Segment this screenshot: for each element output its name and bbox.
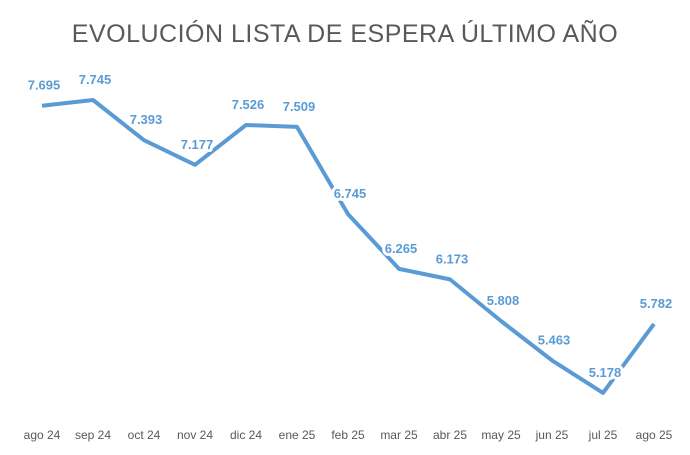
data-label: 6.265 (385, 241, 418, 256)
data-label: 5.178 (589, 365, 622, 380)
data-label: 7.745 (79, 72, 112, 87)
x-tick-label: dic 24 (230, 428, 262, 442)
x-tick-label: nov 24 (177, 428, 213, 442)
data-label: 5.782 (640, 296, 673, 311)
data-label: 7.526 (232, 97, 265, 112)
data-label: 6.173 (436, 251, 469, 266)
x-tick-label: mar 25 (380, 428, 418, 442)
data-label: 5.808 (487, 293, 520, 308)
data-label: 7.695 (28, 78, 61, 93)
data-label: 7.177 (181, 137, 214, 152)
x-tick-label: may 25 (481, 428, 521, 442)
x-tick-label: oct 24 (128, 428, 161, 442)
data-label: 7.509 (283, 99, 316, 114)
x-tick-label: abr 25 (433, 428, 467, 442)
series-line (41, 98, 656, 395)
x-tick-label: sep 24 (75, 428, 111, 442)
x-tick-label: ene 25 (279, 428, 316, 442)
x-tick-label: ago 25 (636, 428, 673, 442)
data-label: 7.393 (130, 112, 163, 127)
data-label: 6.745 (334, 186, 367, 201)
x-tick-label: jun 25 (535, 428, 569, 442)
chart-title: EVOLUCIÓN LISTA DE ESPERA ÚLTIMO AÑO (72, 19, 618, 48)
x-tick-label: feb 25 (331, 428, 365, 442)
x-tick-label: jul 25 (588, 428, 618, 442)
data-label: 5.463 (538, 332, 571, 347)
x-tick-label: ago 24 (24, 428, 61, 442)
